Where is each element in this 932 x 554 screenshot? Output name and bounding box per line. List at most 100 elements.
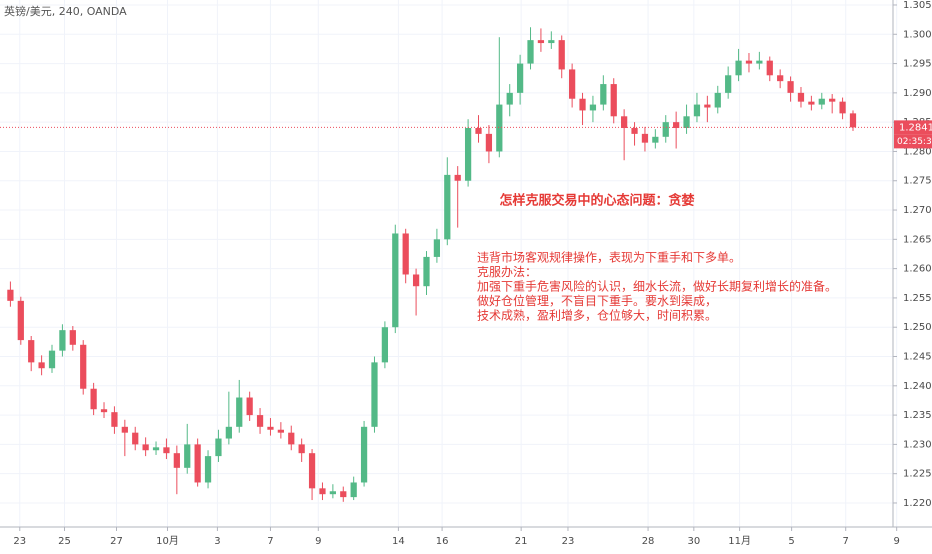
candle-body (28, 340, 35, 363)
axes: 1.22000 1.22500 1.23000 1.23500 1.24000 1.245… (13, 0, 932, 547)
last-price-box (894, 120, 932, 135)
candle-body (506, 92, 513, 105)
candle-body (683, 116, 690, 129)
candle-body (319, 488, 326, 495)
y-tick-label: 1.27500 (903, 176, 932, 187)
candle-body (714, 92, 721, 108)
candle-body (537, 40, 545, 44)
candle-body (496, 104, 503, 152)
candle-body (725, 75, 732, 93)
candle-body (215, 438, 222, 457)
candle-body (673, 122, 680, 129)
candle-body (641, 133, 649, 143)
candle-body (454, 174, 461, 181)
candle-body (100, 409, 108, 413)
candle-body (621, 116, 628, 129)
candle-body (142, 444, 149, 451)
y-tick-label: 1.24000 (903, 381, 932, 392)
candle-body (80, 344, 87, 389)
y-tick-label: 1.30500 (903, 0, 932, 11)
candle-body (246, 397, 253, 416)
x-tick-label: 28 (642, 536, 655, 547)
y-tick-label: 1.23000 (903, 439, 932, 450)
x-tick-label: 14 (392, 536, 405, 547)
last-price-label: 1.28411 (899, 122, 932, 133)
annotation-title: 怎样克服交易中的心态问题：贪婪 (499, 193, 694, 209)
x-tick-label: 21 (515, 536, 528, 547)
x-tick-label: 11月 (728, 535, 751, 547)
candle-body (662, 122, 669, 137)
candle-body (371, 362, 378, 427)
x-tick-label: 9 (315, 536, 321, 547)
candle-body (631, 128, 638, 134)
candle-body (652, 136, 659, 143)
countdown-box (894, 134, 932, 149)
candle-body (548, 40, 555, 44)
candle-body (90, 388, 97, 410)
y-tick-label: 1.22000 (903, 498, 932, 509)
countdown-label: 02:35:32 (897, 137, 932, 147)
x-tick-label: 23 (562, 536, 575, 547)
candle-body (132, 432, 139, 445)
candle-body (735, 60, 742, 76)
x-tick-label: 23 (13, 536, 26, 547)
candle-body (444, 174, 451, 240)
candle-body (569, 69, 576, 99)
candle-body (433, 239, 441, 257)
candle-body (402, 233, 409, 275)
candle-body (610, 84, 617, 117)
candle-body (589, 104, 597, 111)
candle-body (829, 98, 836, 102)
y-tick-label: 1.26000 (903, 264, 932, 275)
candle-body (59, 330, 66, 351)
y-tick-label: 1.28000 (903, 146, 932, 157)
x-tick-label: 5 (788, 536, 794, 547)
candle-body (298, 444, 305, 454)
candle-body (163, 447, 170, 454)
y-tick-label: 1.25000 (903, 322, 932, 333)
x-tick-label: 25 (58, 536, 71, 547)
x-tick-label: 3 (214, 536, 220, 547)
candle-body (340, 491, 347, 498)
candle-body (121, 426, 128, 433)
candle-body (392, 233, 399, 328)
candle-body (267, 426, 274, 430)
candle-body (17, 300, 24, 341)
candle-body (579, 98, 586, 111)
candle-body (48, 350, 56, 369)
candle-body (558, 40, 565, 70)
candle-body (194, 444, 201, 483)
candle-body (849, 113, 857, 128)
candle-body (787, 81, 794, 93)
candle-body (381, 327, 389, 363)
candle-body (308, 453, 316, 489)
y-tick-label: 1.25500 (903, 293, 932, 304)
grid (0, 0, 898, 527)
candle-body (818, 98, 825, 105)
candle-body (277, 429, 284, 433)
y-tick-label: 1.24500 (903, 352, 932, 363)
candle-body (839, 101, 846, 114)
x-tick-label: 9 (893, 536, 899, 547)
candle-body (797, 92, 805, 102)
annotation-line: 违背市场客观规律操作，表现为下重手和下多单。 (477, 250, 741, 265)
x-tick-label: 10月 (156, 535, 179, 547)
candle-body (704, 104, 711, 108)
y-tick-label: 1.23500 (903, 410, 932, 421)
candle-body (236, 397, 243, 427)
candle-body (256, 415, 264, 427)
annotation-line: 做好仓位管理，不盲目下重手。要水到渠成， (477, 293, 717, 308)
y-tick-label: 1.29000 (903, 88, 932, 99)
candle-body (693, 104, 701, 117)
y-tick-label: 1.27000 (903, 205, 932, 216)
candle-body (204, 456, 212, 483)
x-tick-label: 7 (843, 536, 849, 547)
candle-body (464, 128, 472, 181)
candle-body (350, 482, 357, 498)
candle-body (184, 444, 191, 468)
plot-area (0, 27, 893, 502)
candle-body (69, 330, 76, 345)
candle-body (600, 84, 607, 105)
x-tick-label: 27 (110, 536, 123, 547)
